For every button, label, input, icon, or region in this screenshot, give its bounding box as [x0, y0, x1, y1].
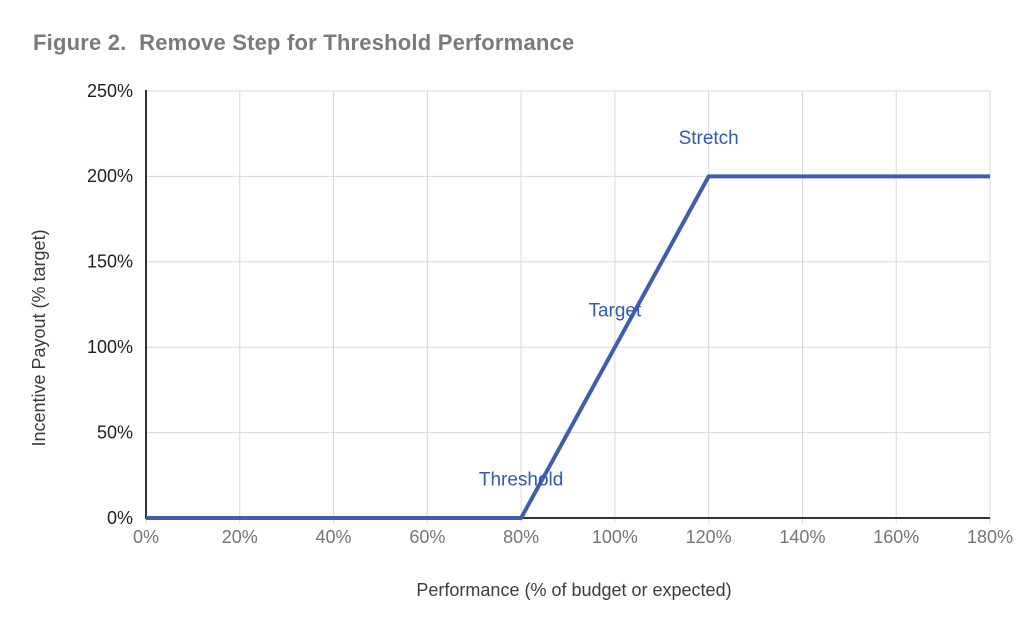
annotation-target: Target	[588, 300, 642, 321]
x-tick-label: 20%	[222, 527, 258, 547]
x-tick-label: 60%	[409, 527, 445, 547]
x-tick-label: 140%	[779, 527, 825, 547]
y-tick-label: 250%	[87, 81, 133, 101]
y-axis-title: Incentive Payout (% target)	[29, 229, 49, 446]
x-tick-label: 0%	[133, 527, 159, 547]
x-tick-label: 160%	[873, 527, 919, 547]
x-axis-title: Performance (% of budget or expected)	[416, 580, 731, 600]
y-tick-label: 100%	[87, 337, 133, 357]
figure-title: Figure 2. Remove Step for Threshold Perf…	[33, 30, 575, 55]
annotation-stretch: Stretch	[679, 128, 739, 149]
x-tick-label: 40%	[316, 527, 352, 547]
y-tick-label: 150%	[87, 252, 133, 272]
x-tick-label: 120%	[686, 527, 732, 547]
x-tick-label: 180%	[967, 527, 1013, 547]
y-tick-label: 0%	[107, 508, 133, 528]
x-tick-label: 100%	[592, 527, 638, 547]
y-tick-label: 50%	[97, 422, 133, 442]
x-tick-label: 80%	[503, 527, 539, 547]
incentive-payout-line	[146, 174, 990, 520]
annotation-threshold: Threshold	[479, 469, 564, 490]
y-tick-label: 200%	[87, 166, 133, 186]
